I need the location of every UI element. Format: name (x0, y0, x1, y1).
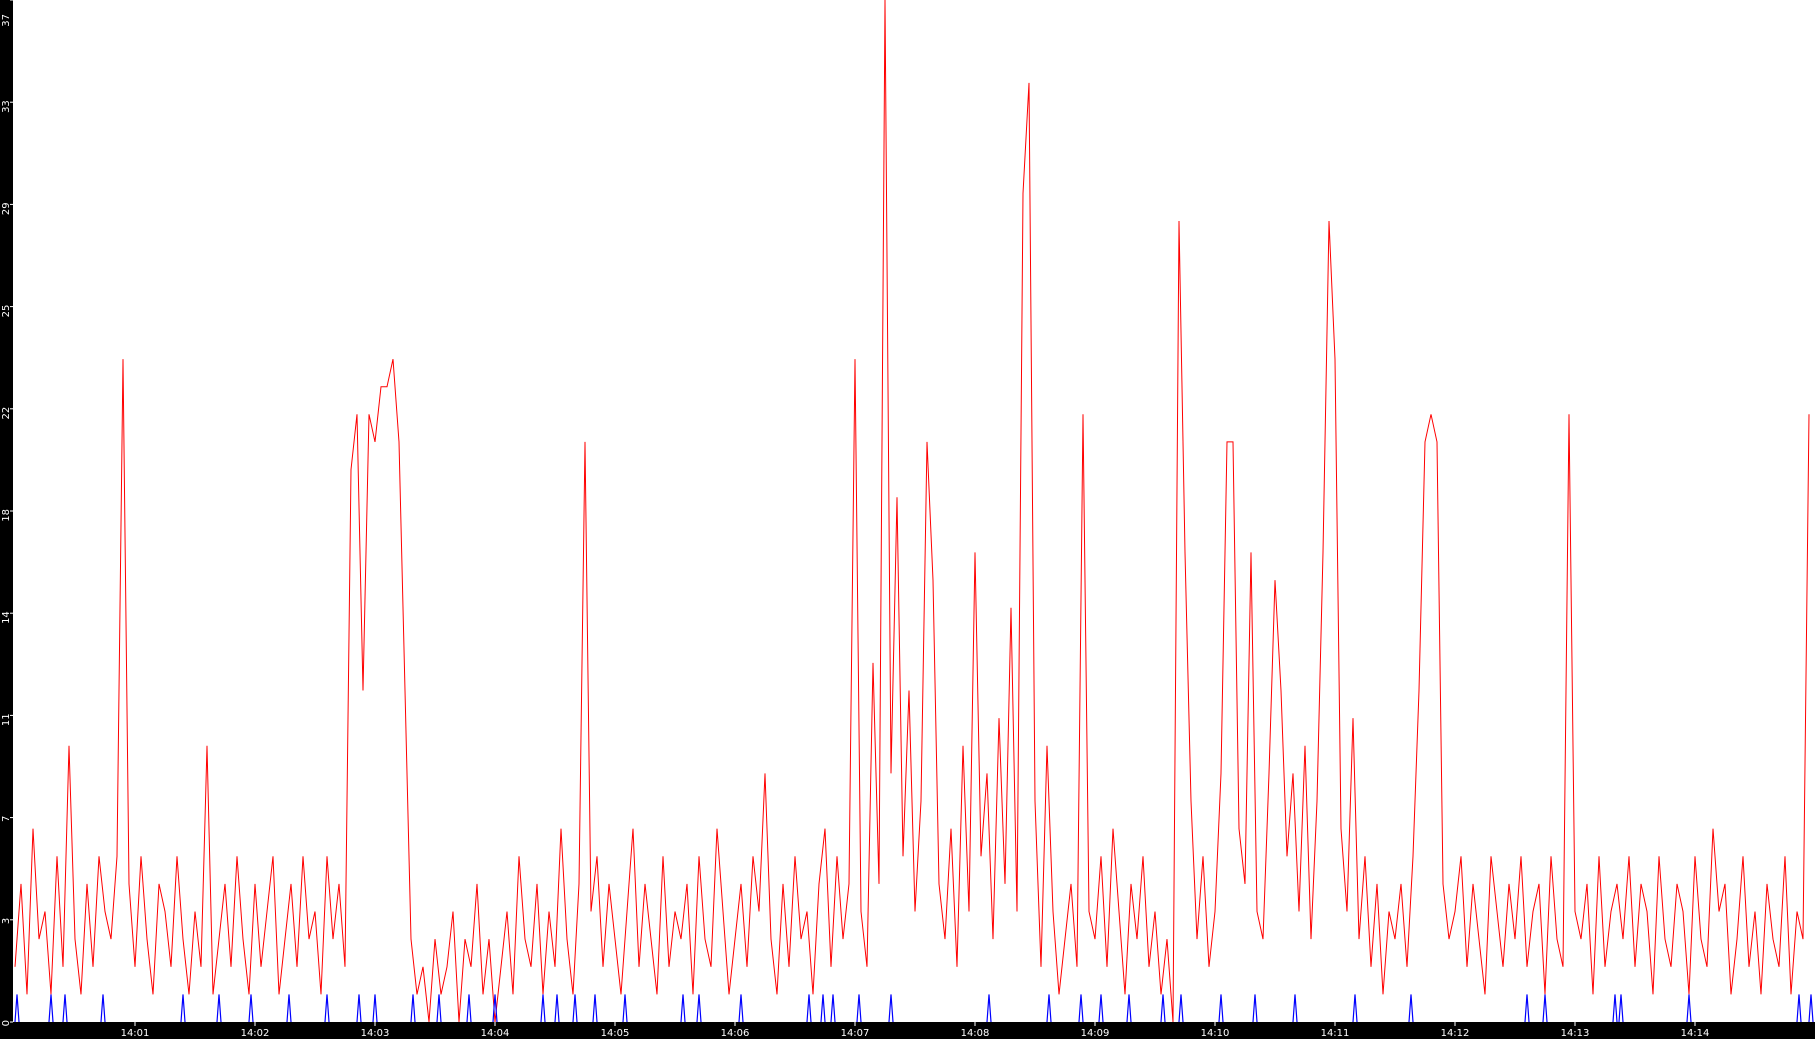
series-blue-spike (1160, 994, 1166, 1023)
series-blue-spike (466, 994, 472, 1023)
series-blue-spike (1352, 994, 1358, 1023)
series-blue-spike (436, 994, 442, 1023)
series-red-line (14, 0, 1810, 1023)
x-tick-label: 14:09 (1081, 1028, 1110, 1039)
series-blue-spike (540, 994, 546, 1023)
series-blue-spike (14, 994, 20, 1023)
series-blue-spike (572, 994, 578, 1023)
y-tick-label: 7 (1, 816, 12, 822)
series-layer (14, 0, 1814, 1023)
y-tick-label: 14 (1, 611, 12, 624)
x-axis-strip (0, 1022, 1815, 1039)
x-tick-label: 14:10 (1201, 1028, 1230, 1039)
series-blue-spike (1618, 994, 1624, 1023)
x-tick-label: 14:07 (841, 1028, 870, 1039)
x-tick-label: 14:13 (1561, 1028, 1590, 1039)
series-blue-spike (286, 994, 292, 1023)
series-blue-spike (1808, 994, 1814, 1023)
series-blue-spike (680, 994, 686, 1023)
series-blue-spike (888, 994, 894, 1023)
series-blue-spike (1292, 994, 1298, 1023)
y-tick-label: 25 (1, 305, 12, 318)
series-blue-spike (100, 994, 106, 1023)
series-blue-spike (1078, 994, 1084, 1023)
series-blue-spike (830, 994, 836, 1023)
series-blue-spike (248, 994, 254, 1023)
series-blue-spike (1218, 994, 1224, 1023)
series-blue-spike (410, 994, 416, 1023)
x-axis: 14:01 14:02 14:03 14:04 14:05 14:06 14:07 14:08… (121, 1022, 1710, 1039)
series-blue-spike (356, 994, 362, 1023)
series-blue-spike (1126, 994, 1132, 1023)
y-tick-label: 22 (1, 407, 12, 420)
series-blue-spike (1046, 994, 1052, 1023)
series-blue-spike (1524, 994, 1530, 1023)
x-tick-label: 14:03 (361, 1028, 390, 1039)
series-blue-spike (986, 994, 992, 1023)
series-blue-spike (1408, 994, 1414, 1023)
series-blue-spike (1098, 994, 1104, 1023)
series-blue-spike (1252, 994, 1258, 1023)
y-tick-label: 3 (1, 918, 12, 924)
y-tick-label: 11 (1, 713, 12, 726)
series-blue-spike (216, 994, 222, 1023)
series-blue-spike (554, 994, 560, 1023)
series-blue-spike (180, 994, 186, 1023)
y-tick-label: 37 (1, 14, 12, 27)
x-tick-label: 14:05 (601, 1028, 630, 1039)
series-blue-spike (1542, 994, 1548, 1023)
series-blue-spike (1178, 994, 1184, 1023)
series-blue-spike (492, 994, 498, 1023)
x-tick-label: 14:08 (961, 1028, 990, 1039)
x-tick-label: 14:01 (121, 1028, 150, 1039)
x-tick-label: 14:12 (1441, 1028, 1470, 1039)
series-blue-spike (1686, 994, 1692, 1023)
series-blue-spike (696, 994, 702, 1023)
series-blue-spike (806, 994, 812, 1023)
series-blue-spike (856, 994, 862, 1023)
series-blue-spike (738, 994, 744, 1023)
series-blue-spike (820, 994, 826, 1023)
x-tick-label: 14:14 (1681, 1028, 1710, 1039)
y-tick-label: 29 (1, 202, 12, 215)
x-tick-label: 14:11 (1321, 1028, 1350, 1039)
y-tick-label: 33 (1, 100, 12, 113)
series-blue-spike (372, 994, 378, 1023)
y-tick-label: 0 (1, 1020, 12, 1026)
y-tick-label: 18 (1, 509, 12, 522)
series-blue-spike (1796, 994, 1802, 1023)
y-axis-strip (0, 0, 13, 1039)
series-blue-spike (1612, 994, 1618, 1023)
x-tick-label: 14:06 (721, 1028, 750, 1039)
series-blue-spike (622, 994, 628, 1023)
series-blue-spike (62, 994, 68, 1023)
series-blue-spike (324, 994, 330, 1023)
series-blue-spike (592, 994, 598, 1023)
x-tick-label: 14:02 (241, 1028, 270, 1039)
x-tick-label: 14:04 (481, 1028, 510, 1039)
series-blue-spike (48, 994, 54, 1023)
